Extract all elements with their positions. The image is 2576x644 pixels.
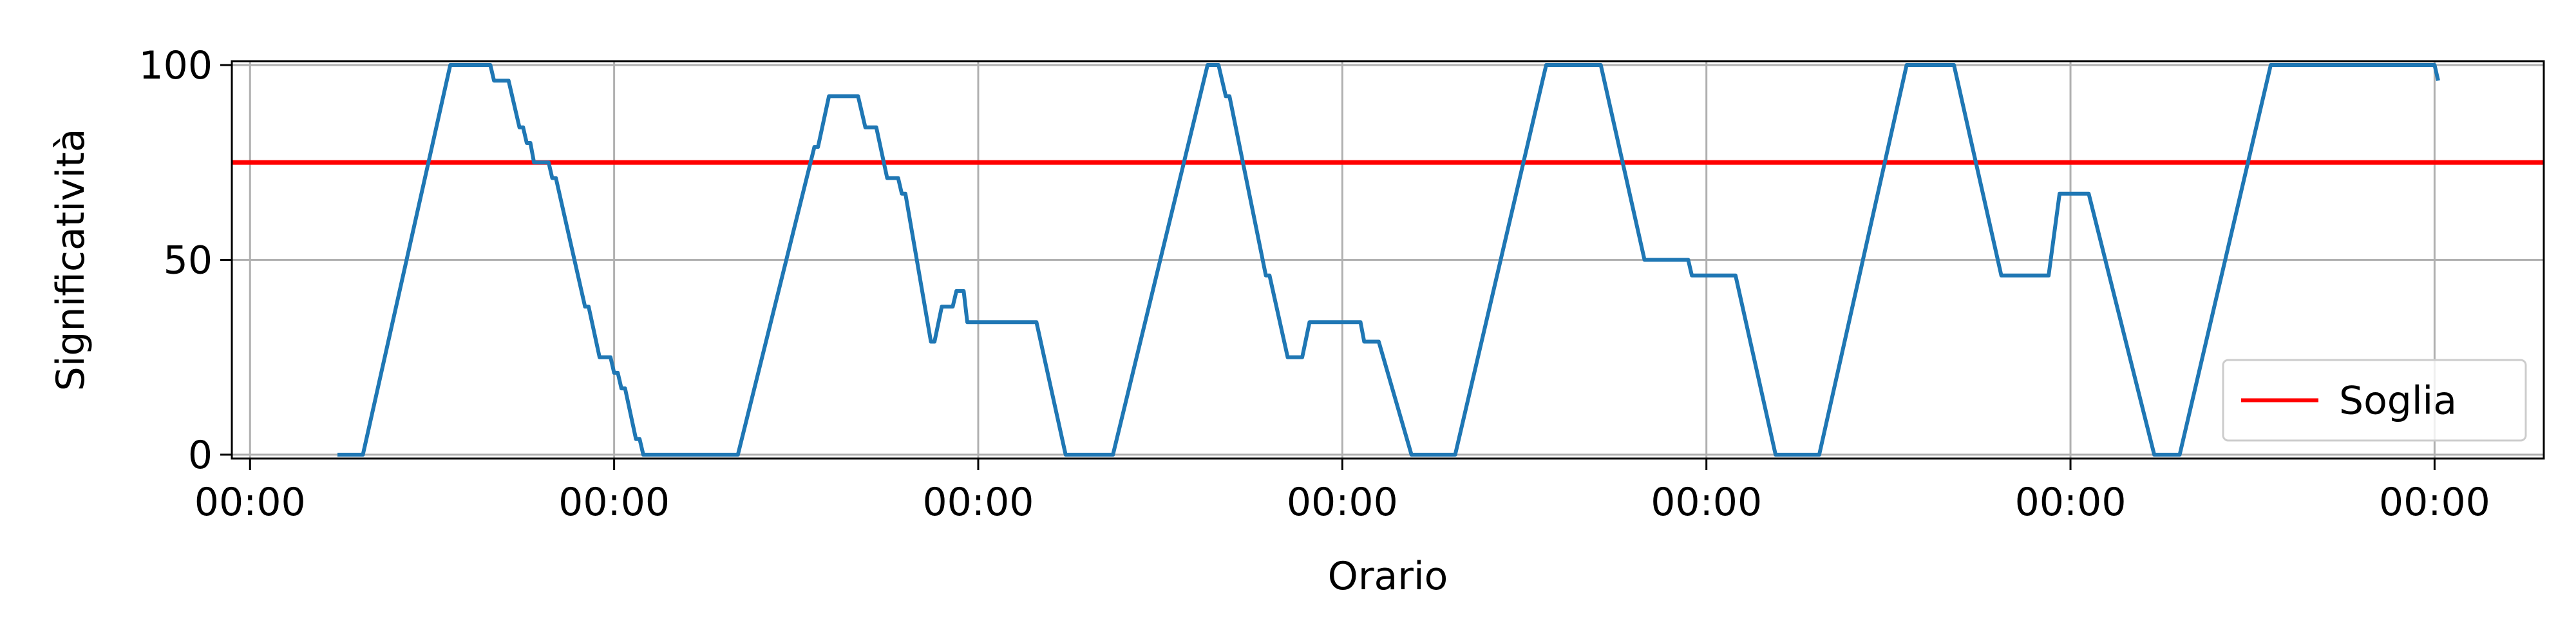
y-tick-label: 50 xyxy=(164,238,213,283)
legend-box xyxy=(2222,359,2527,442)
x-tick-label: 00:00 xyxy=(558,480,670,525)
x-tick-label: 00:00 xyxy=(923,480,1034,525)
y-tick-label: 0 xyxy=(188,433,213,478)
significance-series-line xyxy=(337,63,2440,457)
grid-lines xyxy=(232,61,2544,459)
x-tick-label: 00:00 xyxy=(2379,480,2490,525)
y-axis-ticks: 0 50 100 xyxy=(138,43,232,478)
x-tick-label: 00:00 xyxy=(1287,480,1398,525)
x-tick-label: 00:00 xyxy=(1651,480,1762,525)
legend-label-soglia: Soglia xyxy=(2339,379,2457,424)
x-axis-ticks: 00:00 00:00 00:00 00:00 00:00 00:00 00:00 xyxy=(194,459,2490,525)
legend: Soglia xyxy=(2222,359,2527,442)
series-lines xyxy=(337,63,2440,457)
x-tick-label: 00:00 xyxy=(2015,480,2126,525)
y-axis-label: Significatività xyxy=(48,129,93,392)
x-tick-label: 00:00 xyxy=(194,480,306,525)
y-tick-label: 100 xyxy=(138,43,213,88)
x-axis-label: Orario xyxy=(1328,554,1448,599)
